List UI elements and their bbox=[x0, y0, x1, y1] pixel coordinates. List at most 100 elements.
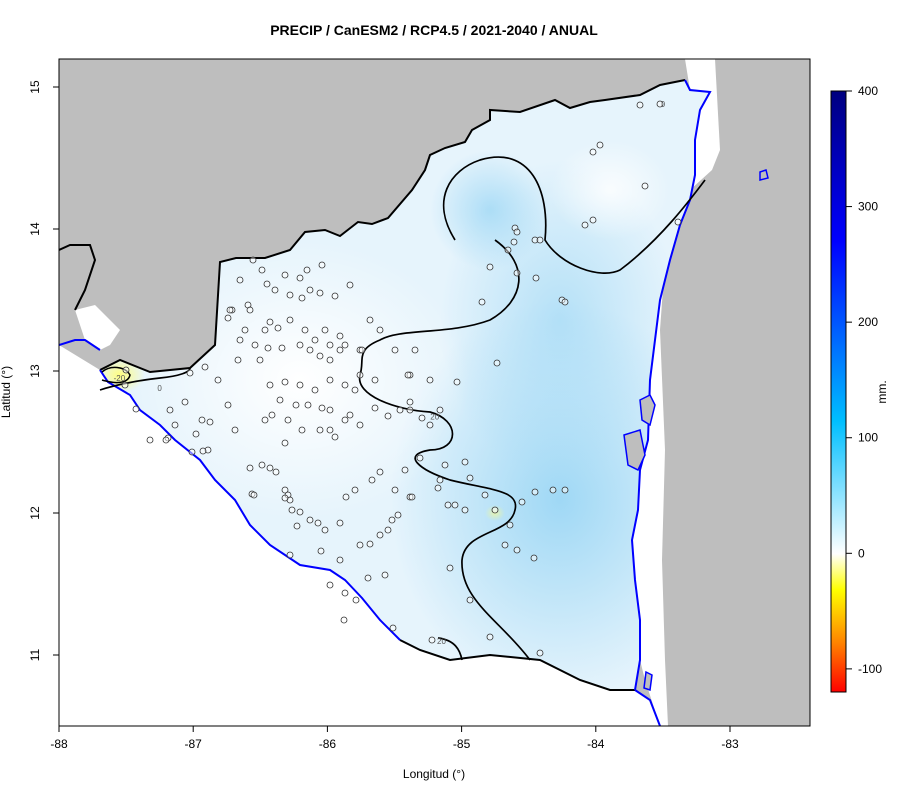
station-marker bbox=[384, 412, 392, 420]
station-marker bbox=[284, 416, 292, 424]
station-marker bbox=[336, 346, 344, 354]
station-markers bbox=[121, 100, 682, 657]
station-marker bbox=[206, 418, 214, 426]
station-marker bbox=[406, 406, 414, 414]
chart-title: PRECIP / CanESM2 / RCP4.5 / 2021-2040 / … bbox=[270, 22, 598, 38]
station-marker bbox=[316, 426, 324, 434]
contour-label: 0 bbox=[157, 384, 162, 393]
station-marker bbox=[306, 516, 314, 524]
station-marker bbox=[181, 398, 189, 406]
station-marker bbox=[286, 316, 294, 324]
colorbar bbox=[830, 90, 847, 693]
station-marker bbox=[371, 376, 379, 384]
coastal-lagoon-1 bbox=[639, 393, 656, 427]
station-marker bbox=[506, 521, 514, 529]
station-marker bbox=[589, 216, 597, 224]
coastline-pacific bbox=[99, 369, 401, 641]
station-marker bbox=[331, 433, 339, 441]
coastline-pacific-ext bbox=[59, 339, 661, 726]
caribbean-sea bbox=[480, 59, 720, 726]
station-marker bbox=[596, 141, 604, 149]
station-marker bbox=[352, 596, 360, 604]
station-marker bbox=[274, 324, 282, 332]
station-marker bbox=[466, 474, 474, 482]
station-marker bbox=[394, 511, 402, 519]
station-marker bbox=[298, 294, 306, 302]
station-marker bbox=[536, 649, 544, 657]
station-marker bbox=[486, 263, 494, 271]
station-marker bbox=[461, 458, 469, 466]
station-marker bbox=[224, 314, 232, 322]
station-marker bbox=[549, 486, 557, 494]
y-tick-label: 15 bbox=[28, 80, 42, 94]
station-marker bbox=[224, 401, 232, 409]
station-marker bbox=[326, 406, 334, 414]
station-marker bbox=[311, 386, 319, 394]
station-marker bbox=[281, 439, 289, 447]
station-marker bbox=[326, 376, 334, 384]
station-marker bbox=[391, 346, 399, 354]
station-marker bbox=[317, 547, 325, 555]
station-marker bbox=[426, 376, 434, 384]
station-marker bbox=[288, 506, 296, 514]
station-marker bbox=[561, 298, 569, 306]
contour-20-south bbox=[437, 637, 463, 661]
station-marker bbox=[261, 416, 269, 424]
station-marker bbox=[389, 624, 397, 632]
station-marker bbox=[234, 356, 242, 364]
station-marker bbox=[272, 468, 280, 476]
plot-frame bbox=[58, 58, 811, 727]
station-marker bbox=[513, 269, 521, 277]
station-marker bbox=[296, 381, 304, 389]
station-marker bbox=[401, 466, 409, 474]
station-marker bbox=[491, 506, 499, 514]
station-marker bbox=[286, 551, 294, 559]
station-marker bbox=[162, 436, 170, 444]
station-marker bbox=[581, 221, 589, 229]
y-tick-label: 13 bbox=[28, 364, 42, 378]
contour-label: -20 bbox=[114, 374, 126, 383]
station-marker bbox=[518, 498, 526, 506]
station-marker bbox=[296, 274, 304, 282]
station-marker bbox=[146, 436, 154, 444]
colorbar-tick-label: 0 bbox=[858, 546, 865, 560]
station-marker bbox=[391, 486, 399, 494]
station-marker bbox=[321, 526, 329, 534]
pacific-ocean bbox=[59, 345, 660, 726]
station-marker bbox=[510, 238, 518, 246]
station-marker bbox=[351, 486, 359, 494]
coastline-caribbean bbox=[630, 79, 712, 691]
station-marker bbox=[198, 416, 206, 424]
y-axis: 11 12 13 14 15 bbox=[28, 80, 59, 661]
station-marker bbox=[426, 421, 434, 429]
station-marker bbox=[336, 519, 344, 527]
colorbar-tick-label: -100 bbox=[858, 662, 882, 676]
station-marker bbox=[341, 416, 349, 424]
station-marker bbox=[316, 352, 324, 360]
station-marker bbox=[408, 493, 416, 501]
station-marker bbox=[536, 236, 544, 244]
station-marker bbox=[481, 491, 489, 499]
country-border-south bbox=[399, 639, 635, 691]
station-marker bbox=[311, 336, 319, 344]
station-marker bbox=[318, 404, 326, 412]
station-marker bbox=[314, 519, 322, 527]
station-marker bbox=[258, 461, 266, 469]
station-marker bbox=[132, 405, 140, 413]
contour-label: 20 bbox=[437, 637, 446, 646]
station-marker bbox=[214, 376, 222, 384]
station-marker bbox=[356, 421, 364, 429]
station-marker bbox=[366, 316, 374, 324]
station-marker bbox=[501, 541, 509, 549]
station-marker bbox=[589, 148, 597, 156]
station-marker bbox=[226, 306, 234, 314]
x-tick-label: -87 bbox=[185, 737, 203, 751]
station-marker bbox=[513, 228, 521, 236]
station-marker bbox=[316, 289, 324, 297]
colorbar-tick-label: 300 bbox=[858, 200, 878, 214]
station-marker bbox=[336, 556, 344, 564]
y-tick-label: 14 bbox=[28, 222, 42, 236]
station-marker bbox=[396, 406, 404, 414]
station-marker bbox=[641, 182, 649, 190]
station-marker bbox=[256, 356, 264, 364]
